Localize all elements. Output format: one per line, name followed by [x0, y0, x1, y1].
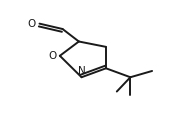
Text: N: N [78, 65, 85, 75]
Text: O: O [28, 19, 36, 29]
Text: O: O [48, 50, 57, 60]
